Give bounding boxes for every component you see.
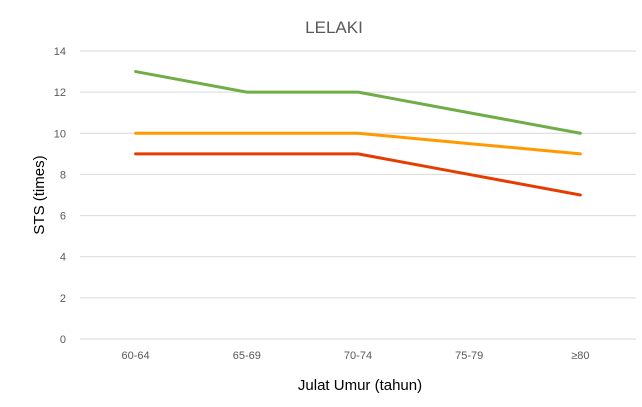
y-tick-label: 6 (60, 211, 66, 223)
y-axis-ticks: 0 2 4 6 8 10 12 14 (54, 46, 66, 346)
y-tick-label: 4 (60, 252, 66, 264)
y-tick-label: 0 (60, 334, 66, 346)
x-tick-label: 70-74 (344, 350, 372, 362)
chart-title: LELAKI (305, 18, 363, 37)
x-tick-label: 60-64 (122, 350, 150, 362)
x-tick-label: ≥80 (571, 350, 589, 362)
y-tick-label: 2 (60, 293, 66, 305)
x-tick-label: 75-79 (455, 350, 483, 362)
y-axis-label: STS (times) (31, 155, 48, 234)
series-line-1 (134, 70, 582, 135)
x-axis-label: Julat Umur (tahun) (298, 377, 422, 394)
x-axis-ticks: 60-64 65-69 70-74 75-79 ≥80 (122, 350, 590, 362)
gridlines (80, 50, 636, 340)
series-lines (134, 70, 582, 197)
y-tick-label: 8 (60, 169, 66, 181)
series-line-3 (134, 152, 582, 197)
y-tick-label: 14 (54, 46, 66, 58)
y-tick-label: 12 (54, 87, 66, 99)
series-line-2 (134, 131, 582, 156)
x-tick-label: 65-69 (233, 350, 261, 362)
y-tick-label: 10 (54, 128, 66, 140)
